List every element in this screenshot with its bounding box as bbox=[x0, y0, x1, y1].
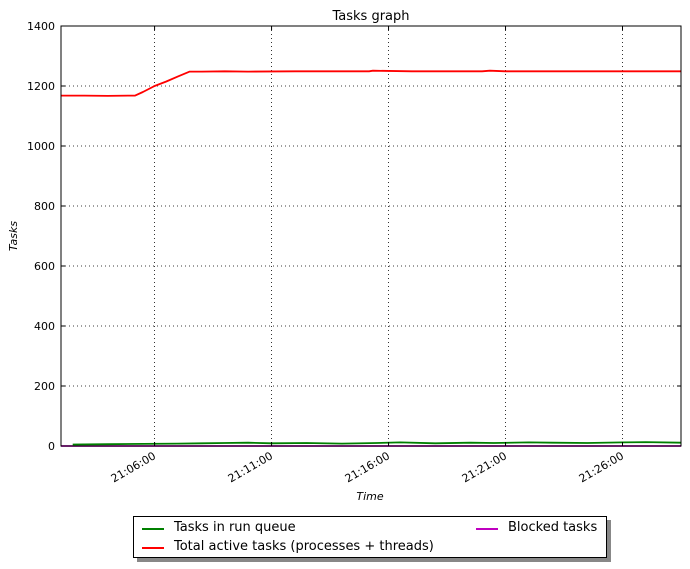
x-tick-label: 21:21:00 bbox=[460, 449, 509, 485]
y-tick-label: 600 bbox=[34, 260, 55, 273]
x-tick-label: 21:06:00 bbox=[109, 449, 158, 485]
series-line-0 bbox=[72, 441, 682, 446]
x-tick-label: 21:16:00 bbox=[343, 449, 392, 485]
y-tick-label: 1400 bbox=[27, 20, 55, 33]
plot-frame bbox=[60, 25, 682, 447]
y-tick-label: 1000 bbox=[27, 140, 55, 153]
series-line-1 bbox=[61, 69, 681, 97]
legend-label-blocked: Blocked tasks bbox=[508, 520, 598, 535]
legend-swatch-run-queue bbox=[142, 528, 164, 530]
x-axis-ticks: 21:06:00 21:11:00 21:16:00 21:21:00 21:26:00 bbox=[109, 26, 626, 485]
x-axis-label: Time bbox=[356, 490, 383, 503]
legend: Tasks in run queue Total active tasks (p… bbox=[133, 516, 607, 558]
y-tick-label: 800 bbox=[34, 200, 55, 213]
x-tick-label: 21:26:00 bbox=[577, 449, 626, 485]
y-tick-label: 1200 bbox=[27, 80, 55, 93]
legend-swatch-blocked bbox=[476, 528, 498, 530]
x-tick-label: 21:11:00 bbox=[226, 449, 275, 485]
series-lines bbox=[61, 69, 682, 447]
chart-title: Tasks graph bbox=[331, 9, 409, 24]
y-tick-label: 200 bbox=[34, 380, 55, 393]
y-tick-label: 400 bbox=[34, 320, 55, 333]
y-tick-label: 0 bbox=[48, 440, 55, 453]
legend-label-run-queue: Tasks in run queue bbox=[174, 520, 296, 535]
legend-label-total-active: Total active tasks (processes + threads) bbox=[174, 539, 434, 554]
legend-swatch-total-active bbox=[142, 547, 164, 549]
y-axis-ticks: 0 200 400 600 800 1000 1200 1400 bbox=[27, 20, 681, 453]
grid-lines bbox=[61, 26, 681, 446]
y-axis-label: Tasks bbox=[7, 221, 20, 251]
